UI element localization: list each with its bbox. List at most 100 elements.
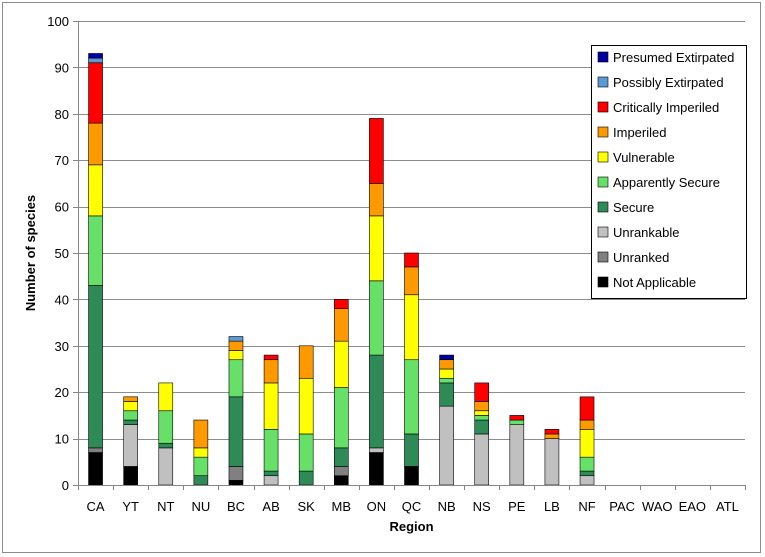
bar-NT-vulnerable bbox=[158, 382, 174, 412]
bar-ON-vulnerable bbox=[369, 215, 384, 282]
bar-ON-apparently-secure bbox=[369, 280, 384, 356]
y-tick-label: 80 bbox=[55, 107, 69, 122]
x-tick-label: YT bbox=[122, 499, 139, 514]
bar-NU-secure bbox=[193, 475, 209, 486]
legend-label: Presumed Extirpated bbox=[613, 50, 734, 65]
x-tick-label: WAO bbox=[642, 499, 673, 514]
x-tick-label: LB bbox=[544, 499, 560, 514]
x-tick-label: ATL bbox=[716, 499, 739, 514]
y-tick-label: 50 bbox=[55, 246, 69, 261]
x-tick-label: SK bbox=[298, 499, 316, 514]
bar-NU-imperiled bbox=[193, 419, 209, 449]
legend-label: Not Applicable bbox=[613, 275, 696, 290]
bar-BC-secure bbox=[228, 396, 244, 467]
y-tick-label: 0 bbox=[62, 478, 69, 493]
legend-swatch-unranked bbox=[597, 251, 609, 263]
bar-SK-vulnerable bbox=[298, 377, 314, 435]
x-tick-label: MB bbox=[332, 499, 352, 514]
bar-NS-critically-imperiled bbox=[474, 382, 490, 402]
bar-LB-imperiled bbox=[544, 433, 560, 439]
bar-CA-not-applicable bbox=[88, 452, 103, 486]
x-tick-label: NB bbox=[438, 499, 456, 514]
x-tick-label: PAC bbox=[609, 499, 635, 514]
x-tick-label: ON bbox=[367, 499, 387, 514]
axes bbox=[73, 21, 746, 490]
legend-box bbox=[591, 45, 747, 299]
bar-ON-imperiled bbox=[369, 183, 384, 217]
legend-swatch-critically-imperiled bbox=[597, 101, 609, 113]
legend-swatch-not-applicable bbox=[597, 276, 609, 288]
bar-NU-vulnerable bbox=[193, 447, 209, 458]
bar-CA-possibly-extirpated bbox=[88, 57, 103, 64]
legend-label: Possibly Extirpated bbox=[613, 75, 724, 90]
bar-AB-vulnerable bbox=[263, 382, 279, 430]
legend-swatch-presumed-extirpated bbox=[597, 51, 609, 63]
bar-NT-unrankable bbox=[158, 447, 174, 486]
legend-label: Unrankable bbox=[613, 225, 680, 240]
bar-YT-unrankable bbox=[123, 424, 138, 467]
bar-AB-unrankable bbox=[263, 475, 279, 486]
legend-swatch-apparently-secure bbox=[597, 176, 609, 188]
bar-QC-apparently-secure bbox=[404, 359, 419, 435]
x-axis-title: Region bbox=[389, 519, 433, 534]
bar-BC-vulnerable bbox=[228, 350, 244, 361]
y-tick-label: 30 bbox=[55, 339, 69, 354]
bar-BC-unranked bbox=[228, 466, 244, 481]
bar-NB-unrankable bbox=[439, 405, 454, 486]
y-tick-label: 40 bbox=[55, 292, 69, 307]
bar-CA-presumed-extirpated bbox=[88, 53, 103, 59]
legend-swatch-possibly-extirpated bbox=[597, 76, 609, 88]
x-tick-label: NF bbox=[578, 499, 595, 514]
bar-NS-vulnerable bbox=[474, 410, 490, 416]
bar-LB-critically-imperiled bbox=[544, 429, 560, 435]
bar-YT-not-applicable bbox=[123, 466, 138, 486]
bar-PE-critically-imperiled bbox=[509, 415, 525, 421]
legend-label: Imperiled bbox=[613, 125, 666, 140]
y-tick-label: 70 bbox=[55, 153, 69, 168]
x-tick-label: AB bbox=[262, 499, 279, 514]
y-tick-label: 60 bbox=[55, 200, 69, 215]
x-tick-label: NU bbox=[191, 499, 210, 514]
x-tick-label: QC bbox=[402, 499, 422, 514]
bar-NS-imperiled bbox=[474, 401, 490, 412]
legend-swatch-secure bbox=[597, 201, 609, 213]
bar-AB-apparently-secure bbox=[263, 429, 279, 472]
bar-ON-critically-imperiled bbox=[369, 118, 384, 184]
bar-MB-apparently-secure bbox=[333, 387, 349, 449]
bar-CA-apparently-secure bbox=[88, 215, 103, 286]
legend-label: Vulnerable bbox=[613, 150, 675, 165]
bar-NB-presumed-extirpated bbox=[439, 354, 454, 361]
y-tick-label: 90 bbox=[55, 60, 69, 75]
x-tick-label: BC bbox=[227, 499, 245, 514]
bar-MB-secure bbox=[333, 447, 349, 467]
bar-QC-secure bbox=[404, 433, 419, 467]
bar-YT-secure bbox=[123, 419, 138, 425]
bar-MB-unranked bbox=[333, 466, 349, 477]
bar-SK-apparently-secure bbox=[298, 433, 314, 472]
bar-NF-secure bbox=[579, 470, 595, 477]
bar-QC-critically-imperiled bbox=[404, 252, 419, 268]
bar-MB-imperiled bbox=[333, 308, 349, 342]
bars bbox=[88, 53, 595, 486]
bar-SK-secure bbox=[298, 470, 314, 486]
bar-BC-possibly-extirpated bbox=[228, 336, 244, 342]
bar-YT-apparently-secure bbox=[123, 410, 138, 421]
bar-NB-apparently-secure bbox=[439, 377, 454, 384]
bar-NB-imperiled bbox=[439, 359, 454, 370]
bar-BC-imperiled bbox=[228, 340, 244, 351]
x-tick-label: NS bbox=[473, 499, 491, 514]
legend-swatch-vulnerable bbox=[597, 151, 609, 163]
legend-label: Secure bbox=[613, 200, 654, 215]
legend-swatch-imperiled bbox=[597, 126, 609, 138]
bar-AB-critically-imperiled bbox=[263, 354, 279, 361]
bar-MB-vulnerable bbox=[333, 340, 349, 388]
legend-label: Unranked bbox=[613, 250, 669, 265]
bar-CA-unranked bbox=[88, 447, 103, 453]
bar-CA-critically-imperiled bbox=[88, 62, 103, 124]
bar-QC-vulnerable bbox=[404, 294, 419, 361]
bar-NF-apparently-secure bbox=[579, 456, 595, 472]
bar-CA-vulnerable bbox=[88, 164, 103, 217]
legend-label: Apparently Secure bbox=[613, 175, 720, 190]
bar-MB-critically-imperiled bbox=[333, 299, 349, 309]
